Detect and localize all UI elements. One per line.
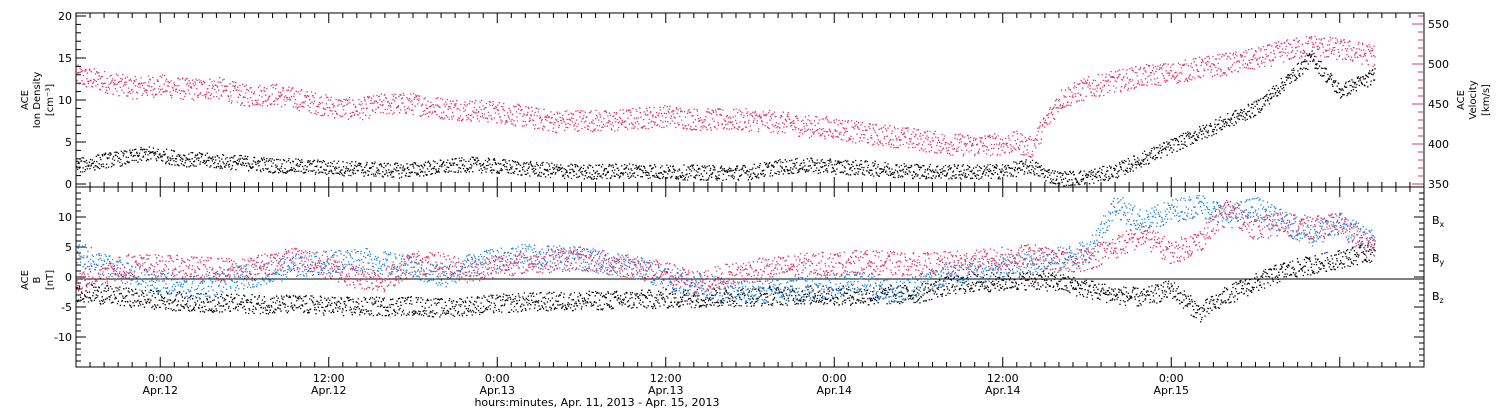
bottom-left-axis-title: ACE B [nT] bbox=[20, 270, 56, 290]
velocity-series bbox=[76, 35, 1376, 158]
legend-by: By bbox=[1432, 252, 1445, 267]
top-panel-frame bbox=[75, 12, 1425, 188]
top-panel-ticks: 0 5 10 15 20 350 400 450 500 550 bbox=[58, 10, 1449, 191]
top-y2label-line1: ACE bbox=[1456, 90, 1467, 110]
top-ytick-label-0: 0 bbox=[65, 178, 72, 191]
top-right-axis-title: ACE Velocity [km/s] bbox=[1456, 80, 1492, 119]
date-label-2: Apr.13 bbox=[479, 384, 515, 397]
bottom-ytick-label-1: -5 bbox=[61, 301, 72, 314]
by-series bbox=[76, 194, 1376, 304]
time-label-4: 0:00 bbox=[822, 372, 847, 385]
top-ytick-label-1: 5 bbox=[65, 136, 72, 149]
top-y2tick-label-3: 500 bbox=[1428, 58, 1449, 71]
legend: Bx By Bz bbox=[1432, 214, 1445, 305]
density-series bbox=[76, 50, 1376, 187]
top-ylabel-line3: [cm⁻³] bbox=[45, 84, 56, 116]
legend-bz: Bz bbox=[1432, 290, 1444, 305]
legend-bx: Bx bbox=[1432, 214, 1445, 229]
bottom-ylabel-line2: B bbox=[32, 276, 43, 283]
date-label-1: Apr.12 bbox=[311, 384, 347, 397]
date-label-3: Apr.13 bbox=[648, 384, 684, 397]
date-label-0: Apr.12 bbox=[142, 384, 178, 397]
bottom-ytick-label-2: 0 bbox=[65, 271, 72, 284]
top-ylabel-line2: Ion Density bbox=[32, 72, 43, 129]
density-series-points bbox=[76, 50, 1376, 187]
date-label-6: Apr.15 bbox=[1153, 384, 1189, 397]
time-label-3: 12:00 bbox=[650, 372, 682, 385]
top-y2tick-label-1: 400 bbox=[1428, 138, 1449, 151]
date-label-4: Apr.14 bbox=[816, 384, 852, 397]
top-y2tick-label-4: 550 bbox=[1428, 18, 1449, 31]
time-axis-ticks: 0:00Apr.1212:00Apr.120:00Apr.1312:00Apr.… bbox=[75, 13, 1425, 397]
bx-series bbox=[76, 243, 1376, 323]
time-label-2: 0:00 bbox=[485, 372, 510, 385]
x-axis-title: hours:minutes, Apr. 11, 2013 - Apr. 15, … bbox=[474, 396, 719, 409]
bottom-ytick-label-3: 5 bbox=[65, 241, 72, 254]
time-label-6: 0:00 bbox=[1159, 372, 1184, 385]
bz-series-points bbox=[76, 199, 1376, 294]
bottom-panel-ticks: -10 -5 0 5 10 bbox=[54, 186, 1424, 368]
bottom-ytick-label-0: -10 bbox=[54, 331, 72, 344]
top-ytick-label-4: 20 bbox=[58, 10, 72, 23]
velocity-series-points bbox=[76, 35, 1376, 158]
date-label-5: Apr.14 bbox=[985, 384, 1021, 397]
bx-series-points bbox=[76, 243, 1376, 323]
top-ylabel-line1: ACE bbox=[20, 90, 31, 110]
time-label-1: 12:00 bbox=[313, 372, 345, 385]
time-label-5: 12:00 bbox=[987, 372, 1019, 385]
bottom-ytick-label-4: 10 bbox=[58, 211, 72, 224]
by-series-points bbox=[76, 194, 1376, 304]
top-y2label-line2: Velocity bbox=[1468, 80, 1479, 119]
bottom-ylabel-line3: [nT] bbox=[45, 270, 56, 290]
top-y2tick-label-2: 450 bbox=[1428, 98, 1449, 111]
top-panel-series bbox=[76, 35, 1376, 187]
top-y2tick-label-0: 350 bbox=[1428, 178, 1449, 191]
bottom-ylabel-line1: ACE bbox=[20, 270, 31, 290]
top-ytick-label-3: 15 bbox=[58, 52, 72, 65]
time-label-0: 0:00 bbox=[148, 372, 173, 385]
bz-series bbox=[76, 199, 1376, 294]
bottom-panel-series bbox=[76, 194, 1376, 323]
top-ytick-label-2: 10 bbox=[58, 94, 72, 107]
top-left-axis-title: ACE Ion Density [cm⁻³] bbox=[20, 72, 56, 129]
bottom-panel-frame bbox=[75, 186, 1425, 368]
top-y2label-line3: [km/s] bbox=[1481, 84, 1492, 116]
